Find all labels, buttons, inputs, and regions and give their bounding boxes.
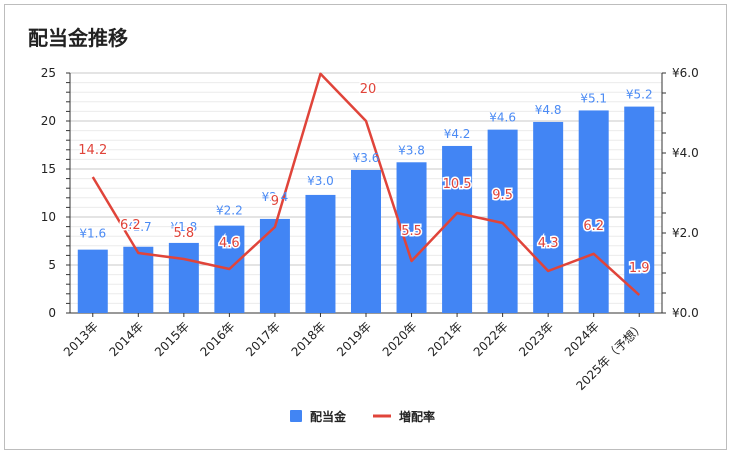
right-tick-label: ¥0.0 [672, 306, 699, 320]
right-tick-label: ¥6.0 [672, 66, 699, 80]
line-value-label: 9 [271, 194, 279, 209]
bar [533, 121, 564, 314]
left-tick-label: 5 [48, 258, 56, 272]
data-labels: ¥1.6 ¥1.7 ¥1.8 ¥2.2 ¥2.4 ¥3.0 ¥3.6 ¥3.8 ¥4.2 ¥4.6… [77, 81, 653, 278]
bar-value-label: ¥1.6 [79, 227, 106, 241]
x-tick-label: 2019年 [334, 319, 374, 359]
x-tick-label: 2017年 [243, 319, 283, 359]
x-tick-label: 2020年 [380, 319, 420, 359]
line-value-label: 5.8 [174, 226, 195, 241]
line-series [91, 72, 641, 296]
line-value-label: 6.2 [583, 219, 604, 234]
x-tick-label: 2013年 [61, 319, 101, 359]
line-value-label: 14.2 [78, 143, 107, 158]
bar-value-label: ¥4.8 [535, 103, 562, 117]
bar-value-label: ¥1.8 [170, 220, 197, 234]
bar-value-label: ¥4.2 [444, 127, 471, 141]
legend-label-bar: 配当金 [310, 409, 347, 424]
x-tick-label: 2015年 [152, 319, 192, 359]
bar [123, 246, 154, 313]
bar-value-label: ¥5.1 [580, 91, 607, 105]
right-tick-label: ¥2.0 [672, 226, 699, 240]
bar [578, 110, 609, 313]
bar [442, 145, 473, 313]
line-value-label: 5.5 [401, 224, 422, 239]
bar [624, 106, 655, 313]
x-tick-label: 2023年 [516, 319, 556, 359]
left-tick-label: 0 [48, 306, 56, 320]
x-tick-label: 2016年 [198, 319, 238, 359]
bar [305, 194, 336, 313]
left-tick-label: 10 [41, 210, 56, 224]
x-tick-label: 2024年 [562, 319, 602, 359]
bar [259, 218, 290, 313]
legend-swatch-bar [290, 410, 302, 422]
line-value-label: 10.5 [443, 177, 472, 192]
bar-value-label: ¥1.7 [125, 220, 152, 234]
bar-value-label: ¥3.0 [307, 174, 334, 188]
chart-title: 配当金推移 [28, 26, 128, 50]
x-tick-label: 2014年 [106, 319, 146, 359]
line-value-label: 1.9 [629, 261, 650, 276]
line-value-label: 20 [360, 82, 377, 97]
bar [77, 249, 108, 313]
left-tick-label: 25 [41, 66, 56, 80]
left-tick-label: 20 [41, 114, 56, 128]
bar-value-label: ¥4.6 [489, 111, 516, 125]
line-value-label: 4.6 [219, 236, 240, 251]
line-value-label: 9.5 [492, 188, 513, 203]
bar-value-label: ¥2.4 [262, 190, 289, 204]
bar-value-label: ¥2.2 [216, 204, 243, 218]
bar [168, 242, 199, 313]
line-value-label: 6.2 [120, 218, 141, 233]
bar-series [77, 106, 655, 314]
x-tick-label: 2018年 [289, 319, 329, 359]
bar-value-label: ¥3.6 [353, 151, 380, 165]
x-tick-label: 2021年 [425, 319, 465, 359]
right-tick-label: ¥4.0 [672, 146, 699, 160]
bar [396, 162, 427, 313]
left-tick-label: 15 [41, 162, 56, 176]
bar-value-label: ¥3.8 [398, 143, 425, 157]
bar [351, 169, 381, 313]
x-tick-label: 2022年 [471, 319, 511, 359]
bar-value-label: ¥5.2 [626, 88, 653, 102]
line-value-label: 4.3 [538, 236, 559, 251]
legend: 配当金 増配率 [290, 409, 435, 424]
legend-label-line: 増配率 [399, 409, 435, 424]
